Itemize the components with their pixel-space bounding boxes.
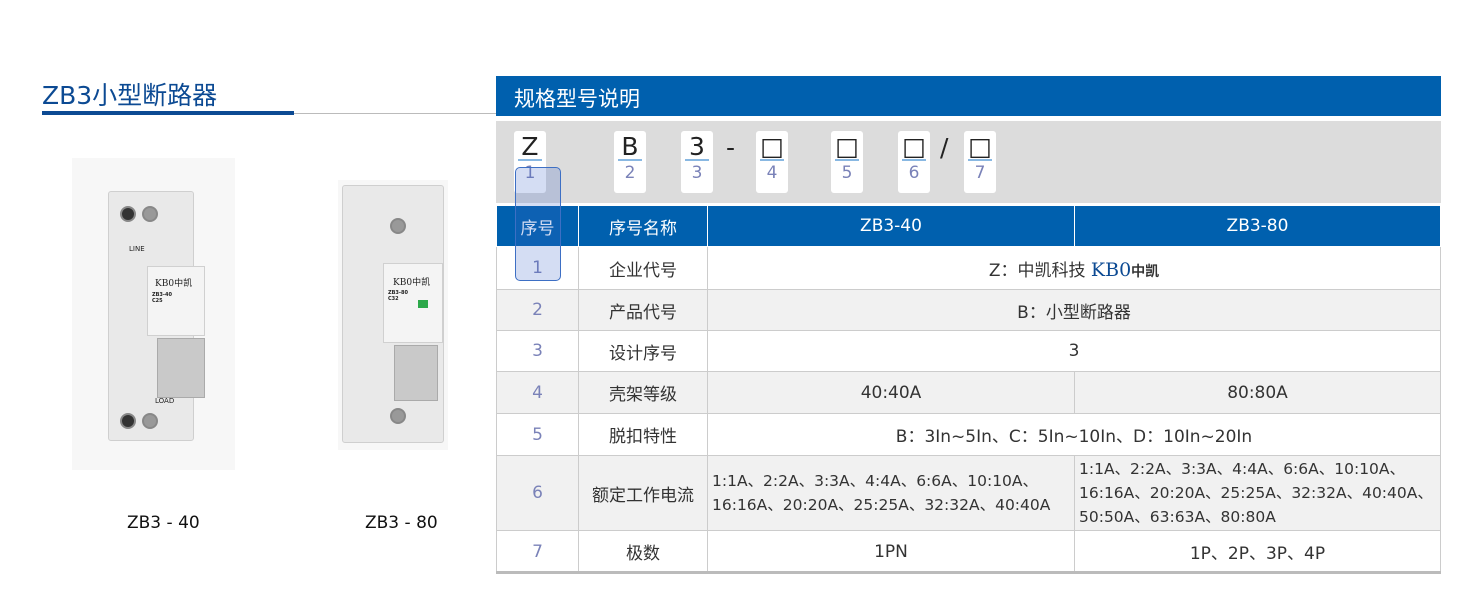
table-row: 1 企业代号 Z：中凯科技 KB0中凯 — [496, 246, 1441, 290]
product-image-zb3-80: KB0中凯 ZB3-80 C32 — [338, 180, 448, 450]
table-header: 序号 序号名称 ZB3-40 ZB3-80 — [496, 205, 1441, 247]
table-row: 5 脱扣特性 B：3In~5In、C：5In~10In、D：10In~20In — [496, 413, 1441, 456]
table-row: 4 壳架等级 40:40A 80:80A — [496, 371, 1441, 414]
product-caption: ZB3 - 80 — [365, 513, 438, 533]
page-title: ZB3小型断路器 — [42, 81, 218, 110]
table-row: 2 产品代号 B：小型断路器 — [496, 289, 1441, 331]
table-bottom-border — [496, 571, 1441, 574]
product-image-zb3-40: LINE KB0中凯 ZB3-40 C25 LOAD — [72, 158, 235, 470]
kb0-logo: KB0 — [1090, 258, 1132, 281]
table-row: 3 设计序号 3 — [496, 330, 1441, 372]
product-caption: ZB3 - 40 — [127, 513, 200, 533]
section-header: 规格型号说明 — [496, 76, 1441, 116]
table-row: 7 极数 1PN 1P、2P、3P、4P — [496, 530, 1441, 573]
code-box: □ 5 — [831, 131, 863, 193]
table-row: 6 额定工作电流 1:1A、2:2A、3:3A、4:4A、6:6A、10:10A… — [496, 455, 1441, 531]
code-box: □ 4 — [756, 131, 788, 193]
title-underline — [42, 111, 294, 115]
spec-table: 序号 序号名称 ZB3-40 ZB3-80 1 企业代号 Z：中凯科技 KB0中… — [496, 205, 1441, 573]
divider — [294, 113, 496, 114]
code-box: □ 6 — [898, 131, 930, 193]
code-box: □ 7 — [964, 131, 996, 193]
selection-highlight — [515, 167, 561, 281]
